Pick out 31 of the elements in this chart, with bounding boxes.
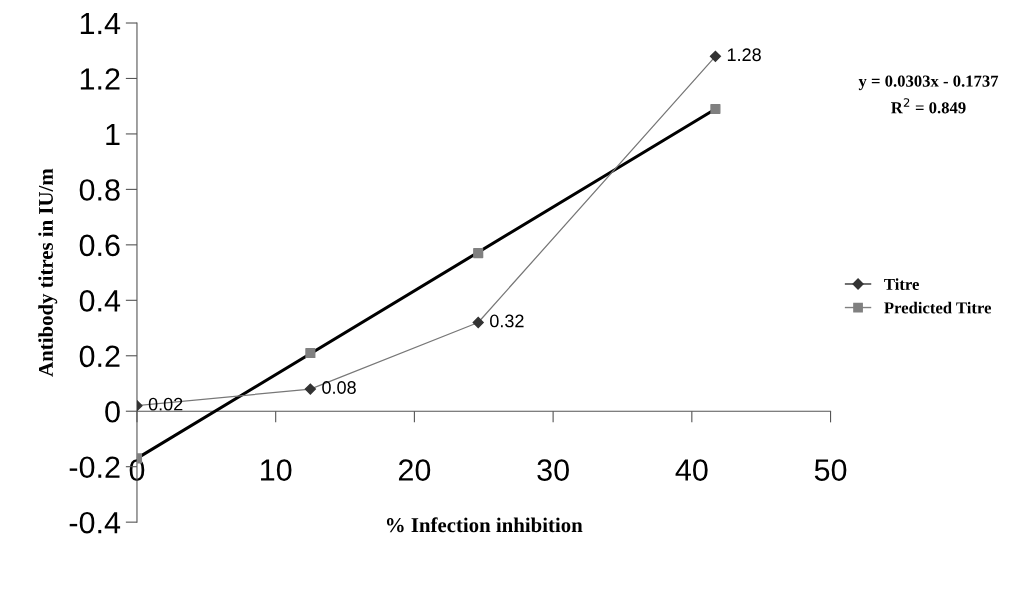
legend-label: Titre	[884, 278, 919, 290]
data-label: 0.08	[322, 381, 356, 394]
y-tick-label: 1.2	[80, 68, 120, 90]
text: R$^{2}$ = 0.849	[891, 98, 966, 114]
point	[473, 248, 484, 259]
point	[304, 383, 316, 395]
x-tick-label: 40	[675, 459, 708, 481]
y-tick-label: 0.8	[79, 179, 120, 201]
y-tick-label: 0.6	[79, 234, 120, 257]
y-tick-label: -0.4	[69, 511, 121, 534]
x-tick-label: 30	[537, 459, 569, 481]
point	[710, 103, 721, 115]
y-tick-label: 1.4	[80, 13, 121, 35]
x-tick-label: 50	[814, 459, 847, 481]
y-axis-title: Antibody titres in IU/m	[38, 168, 58, 377]
data-label: 0.02	[148, 397, 183, 411]
y-tick-label: 0	[105, 400, 120, 423]
point	[709, 50, 722, 62]
data-label: 0.32	[490, 314, 524, 328]
point	[472, 316, 484, 329]
y-tick-label: 0.4	[79, 290, 121, 312]
y-tick-label: -0.2	[69, 456, 120, 479]
x-axis-title: % Infection inhibition	[386, 517, 583, 533]
x-tick-label: 20	[398, 459, 431, 481]
x-tick-label: 10	[261, 459, 292, 481]
point	[305, 347, 316, 359]
legend-label: Predicted Titre	[884, 301, 992, 314]
y-tick-label: 1	[106, 123, 120, 145]
y-tick-label: 0.2	[79, 345, 120, 368]
data-label: 1.28	[727, 48, 761, 62]
text: y = 0.0303x - 0.1737	[858, 75, 999, 91]
